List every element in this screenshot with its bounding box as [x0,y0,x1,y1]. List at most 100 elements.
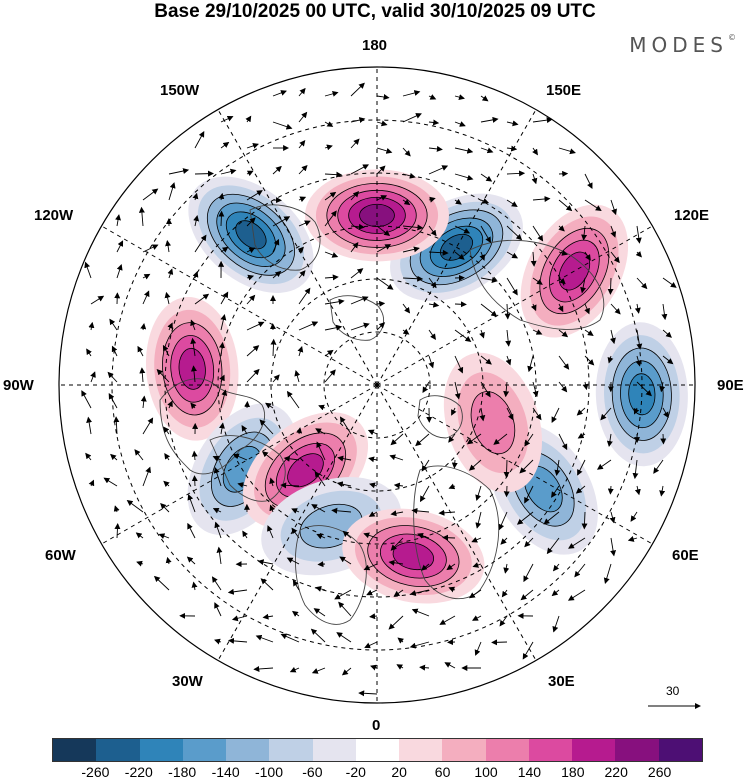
wind-arrow-357 [186,556,196,565]
wind-arrow-98 [220,246,229,253]
wind-arrow-170 [324,324,343,331]
anomaly-layer [145,169,688,604]
longitude-label-60w: 60W [45,547,76,564]
colorbar-tick-11: 180 [561,764,585,780]
wind-arrow-315 [160,502,170,513]
wind-arrow-370 [523,563,534,583]
negative-anomaly-140e [188,176,314,293]
wind-arrow-116 [116,264,123,279]
wind-arrow-85 [428,225,437,237]
wind-arrow-111 [558,250,568,256]
wind-arrow-96 [165,240,172,253]
wind-arrow-24 [246,142,259,149]
wind-arrow-217 [503,381,510,398]
wind-arrow-17 [428,119,440,126]
longitude-label-150w: 150W [160,82,200,99]
longitude-label-30w: 30W [172,673,203,690]
wind-arrow-84 [402,224,424,231]
wind-arrow-117 [142,273,151,280]
wind-arrow-353 [610,537,617,557]
colorbar-swatch-3 [182,739,227,761]
wind-arrow-94 [116,240,124,253]
wind-arrow-54 [142,188,159,201]
wind-arrow-195 [454,355,464,374]
wind-arrow-334 [114,523,121,539]
reference-vector-label: 30 [666,684,680,698]
wind-arrow-22 [194,131,205,149]
colorbar-tick-5: -60 [302,764,323,780]
wind-arrow-236 [479,407,486,422]
longitude-label-120w: 120W [34,207,74,224]
wind-arrow-200 [584,355,595,366]
wind-arrow-125 [350,268,364,279]
wind-arrow-326 [438,509,456,516]
wind-arrow-142 [194,293,210,305]
wind-arrow-336 [158,533,170,539]
wind-arrow-83 [376,225,391,237]
wind-arrow-263 [577,432,586,439]
wind-arrow-166 [220,314,227,331]
wind-arrow-358 [216,546,223,565]
wind-arrow-119 [192,271,199,279]
wind-arrow-210 [246,368,260,383]
wind-arrow-32 [454,147,474,154]
wind-arrow-172 [376,322,386,331]
wind-arrow-426 [444,662,456,669]
wind-arrow-162 [109,318,118,331]
colorbar-tick-4: -100 [254,764,284,780]
wind-arrow-277 [337,455,352,462]
wind-arrow-181 [610,329,616,345]
wind-arrow-13 [324,121,334,127]
wind-arrow-346 [417,532,430,539]
wind-arrow-209 [219,374,225,383]
wind-arrow-164 [167,322,173,331]
colorbar-tick-10: 140 [517,764,542,780]
wind-arrow-413 [397,637,404,644]
wind-arrow-325 [411,507,430,514]
wind-arrow-191 [270,338,277,357]
wind-arrow-126 [376,277,394,290]
wind-arrow-285 [554,459,561,476]
wind-arrow-167 [246,321,265,331]
wind-arrow-219 [558,381,568,393]
colorbar-tick-7: 20 [391,764,407,780]
wind-arrow-393 [231,615,248,622]
wind-arrow-408 [255,634,274,643]
wind-arrow-214 [422,381,430,394]
wind-arrow-283 [503,459,510,478]
wind-arrow-323 [368,511,378,517]
wind-arrow-388 [520,589,534,601]
wind-arrow-402 [472,615,482,621]
wind-arrow-344 [363,532,378,539]
wind-arrow-302 [393,482,404,489]
wind-arrow-369 [503,563,510,574]
colorbar-tick-3: -140 [211,764,240,780]
colorbar-swatch-12 [572,739,616,761]
wind-arrow-107 [454,251,465,260]
longitude-label-150e: 150E [546,82,582,99]
wind-arrow-44 [350,164,369,175]
wind-arrow-355 [136,560,144,567]
wind-arrow-64 [402,199,411,206]
wind-arrow-371 [552,563,560,572]
map-title: Base 29/10/2025 00 UTC, valid 30/10/2025… [154,1,596,22]
wind-arrow-332 [609,511,616,524]
wind-arrow-223 [659,381,666,393]
wind-arrow-86 [454,225,471,234]
wind-arrow-291 [103,477,118,487]
wind-arrow-61 [324,191,337,201]
wind-arrow-124 [324,274,339,281]
wind-arrow-68 [506,199,518,207]
wind-arrow-101 [297,246,304,254]
wind-arrow-395 [291,610,300,617]
wind-arrow-165 [190,319,196,331]
wind-arrow-310 [607,485,614,495]
graticule [59,67,695,703]
wind-arrow-135 [607,277,614,295]
colorbar-tick-8: 60 [434,764,451,780]
wind-arrow-208 [190,365,197,383]
wind-arrow-367 [446,563,456,571]
wind-arrow-71 [584,199,602,212]
wind-arrow-12 [298,111,308,123]
wind-arrow-239 [551,407,560,423]
